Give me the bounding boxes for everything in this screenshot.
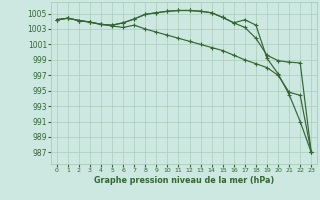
X-axis label: Graphe pression niveau de la mer (hPa): Graphe pression niveau de la mer (hPa) — [94, 176, 274, 185]
